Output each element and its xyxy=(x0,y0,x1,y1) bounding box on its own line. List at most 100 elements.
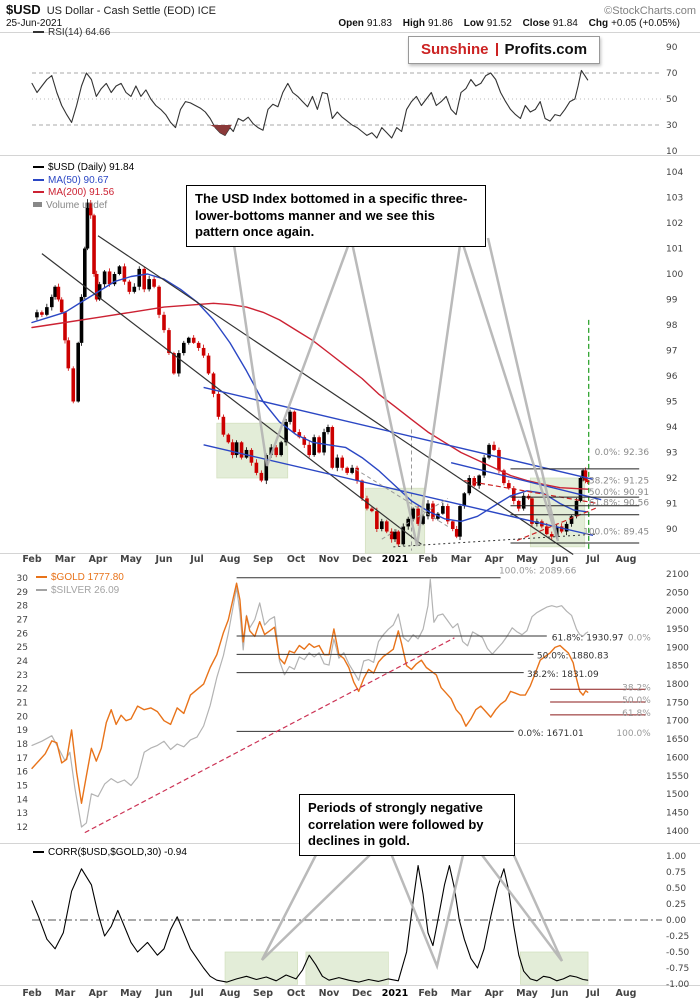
svg-text:0.50: 0.50 xyxy=(666,884,686,894)
corr-legend: CORR($USD,$GOLD,30) -0.94 xyxy=(33,847,187,860)
svg-text:23: 23 xyxy=(17,671,28,681)
svg-text:1400: 1400 xyxy=(666,827,689,837)
quote-date: 25-Jun-2021 xyxy=(6,18,63,29)
logo-brand-right: Profits.com xyxy=(504,41,588,58)
rsi-legend: RSI(14) 64.66 xyxy=(33,27,110,40)
symbol-description: US Dollar - Cash Settle (EOD) ICE xyxy=(46,5,217,17)
svg-text:2050: 2050 xyxy=(666,588,689,598)
svg-text:Nov: Nov xyxy=(319,554,340,565)
svg-text:1.00: 1.00 xyxy=(666,852,686,862)
svg-text:-0.75: -0.75 xyxy=(666,964,689,974)
svg-text:61.8%: 90.56: 61.8%: 90.56 xyxy=(589,499,650,509)
svg-text:Oct: Oct xyxy=(287,988,306,999)
svg-text:26: 26 xyxy=(17,629,29,639)
svg-text:Feb: Feb xyxy=(418,554,438,565)
svg-text:1850: 1850 xyxy=(666,662,689,672)
gold-annotation-text: Periods of strongly negative correlation… xyxy=(308,800,484,849)
svg-text:Oct: Oct xyxy=(287,554,306,565)
svg-text:Mar: Mar xyxy=(451,554,472,565)
usd-annotation-text: The USD Index bottomed in a specific thr… xyxy=(195,191,468,240)
svg-text:100: 100 xyxy=(666,270,683,280)
svg-text:50.0%: 90.91: 50.0%: 90.91 xyxy=(589,488,649,498)
rsi-line-icon xyxy=(33,31,44,34)
ma50-line-icon xyxy=(33,178,44,181)
close-label: Close xyxy=(522,18,550,29)
svg-text:1800: 1800 xyxy=(666,680,689,690)
svg-text:24: 24 xyxy=(17,657,29,667)
svg-text:Apr: Apr xyxy=(485,988,504,999)
open-value: 91.83 xyxy=(366,18,392,29)
low-value: 91.52 xyxy=(486,18,512,29)
svg-text:38.2%: 38.2% xyxy=(622,683,651,693)
svg-text:100.0%: 100.0% xyxy=(616,729,651,739)
svg-text:0.25: 0.25 xyxy=(666,900,686,910)
usd-legend: $USD (Daily) 91.84 MA(50) 90.67 MA(200) … xyxy=(33,162,134,212)
svg-text:20: 20 xyxy=(17,712,29,722)
svg-text:2021: 2021 xyxy=(382,988,408,999)
ma50-legend-label: MA(50) 90.67 xyxy=(48,174,109,186)
svg-text:Jul: Jul xyxy=(189,988,204,999)
logo-brand-left: Sunshine xyxy=(421,41,489,58)
svg-text:13: 13 xyxy=(17,809,28,819)
svg-text:50.0%: 50.0% xyxy=(622,696,651,706)
svg-text:38.2%: 91.25: 38.2%: 91.25 xyxy=(589,477,649,487)
volume-legend-label: Volume undef xyxy=(46,199,108,211)
svg-text:Jun: Jun xyxy=(154,554,172,565)
gold-legend: $GOLD 1777.80 $SILVER 26.09 xyxy=(36,572,124,597)
sunshine-profits-logo: Sunshine Profits.com xyxy=(408,36,601,64)
svg-text:Feb: Feb xyxy=(418,988,438,999)
svg-text:100.0%: 2089.66: 100.0%: 2089.66 xyxy=(499,566,577,576)
svg-text:1700: 1700 xyxy=(666,717,689,727)
silver-line-icon xyxy=(36,588,47,591)
svg-text:May: May xyxy=(120,988,143,999)
svg-text:Sep: Sep xyxy=(253,988,273,999)
volume-bars-icon xyxy=(33,202,42,208)
svg-text:Apr: Apr xyxy=(89,554,108,565)
svg-text:1500: 1500 xyxy=(666,790,689,800)
svg-text:Apr: Apr xyxy=(485,554,504,565)
open-label: Open xyxy=(338,18,364,29)
svg-text:Jul: Jul xyxy=(585,988,600,999)
svg-text:90: 90 xyxy=(666,525,678,535)
svg-text:Jun: Jun xyxy=(550,988,568,999)
svg-text:2100: 2100 xyxy=(666,570,689,580)
svg-text:2021: 2021 xyxy=(382,554,408,565)
svg-text:2000: 2000 xyxy=(666,607,689,617)
svg-text:Jul: Jul xyxy=(585,554,600,565)
svg-text:0.00: 0.00 xyxy=(666,916,686,926)
svg-text:94: 94 xyxy=(666,423,678,433)
svg-text:38.2%: 1831.09: 38.2%: 1831.09 xyxy=(527,670,599,680)
svg-text:1450: 1450 xyxy=(666,808,689,818)
svg-text:1550: 1550 xyxy=(666,772,689,782)
logo-divider xyxy=(495,43,498,56)
panel-corr: 1.00 0.75 0.50 0.25 0.00 -0.25 -0.50 -0.75 -1.00 xyxy=(31,852,690,990)
svg-text:May: May xyxy=(516,554,539,565)
svg-text:May: May xyxy=(516,988,539,999)
panel-gold: 100.0%: 2089.66 61.8%: 1930.97 50.0%: 1880… xyxy=(17,566,690,837)
ma200-line-icon xyxy=(33,191,44,194)
svg-text:61.8%: 1930.97: 61.8%: 1930.97 xyxy=(552,633,624,643)
svg-text:1950: 1950 xyxy=(666,625,689,635)
svg-text:21: 21 xyxy=(17,699,28,709)
svg-text:90: 90 xyxy=(666,43,678,53)
svg-text:91: 91 xyxy=(666,500,677,510)
svg-text:100.0%: 89.45: 100.0%: 89.45 xyxy=(583,528,649,538)
svg-text:103: 103 xyxy=(666,194,683,204)
svg-text:99: 99 xyxy=(666,296,678,306)
svg-text:Jun: Jun xyxy=(550,554,568,565)
svg-text:Aug: Aug xyxy=(220,988,241,999)
svg-text:Aug: Aug xyxy=(220,554,241,565)
svg-text:93: 93 xyxy=(666,449,677,459)
svg-text:15: 15 xyxy=(17,782,28,792)
corr-line-icon xyxy=(33,851,44,854)
svg-text:Nov: Nov xyxy=(319,988,340,999)
svg-text:92: 92 xyxy=(666,474,677,484)
svg-text:Aug: Aug xyxy=(616,988,637,999)
svg-text:1650: 1650 xyxy=(666,735,689,745)
svg-text:Mar: Mar xyxy=(55,988,76,999)
svg-text:96: 96 xyxy=(666,372,678,382)
low-label: Low xyxy=(463,18,484,29)
svg-text:Sep: Sep xyxy=(253,554,273,565)
